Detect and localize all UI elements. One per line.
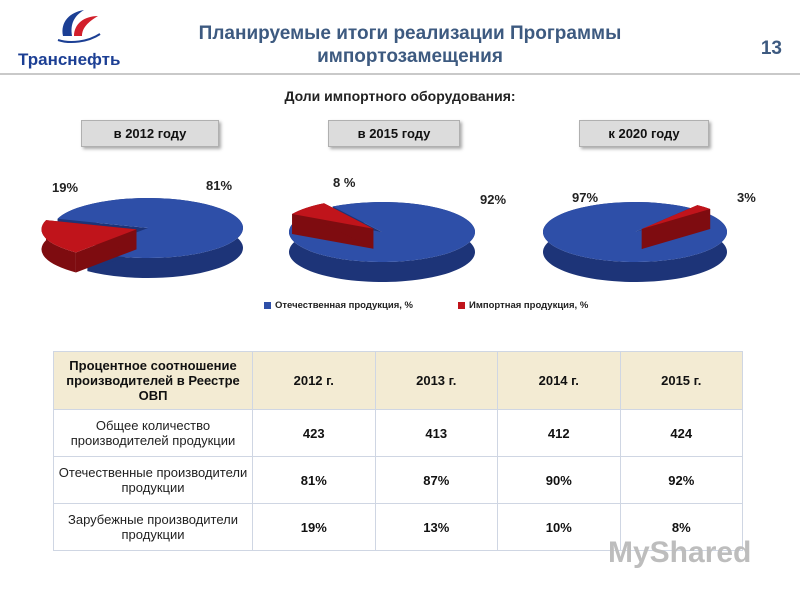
- chart-title-2012: в 2012 году: [81, 120, 219, 147]
- legend-item-import: Импортная продукция, %: [458, 300, 588, 311]
- pie-data-label-0-0: 81%: [206, 178, 232, 193]
- pie-charts: 81% 19% 92% 8 % 97% 3%: [41, 175, 756, 283]
- header-divider: [0, 73, 800, 75]
- table-header-cell: 2013 г.: [374, 351, 498, 410]
- pie-slice-1-1: [292, 203, 374, 229]
- pie-slice-wall-2-1: [641, 208, 711, 250]
- legend-label-import: Импортная продукция, %: [469, 300, 589, 311]
- table-header-cell: 2015 г.: [619, 351, 743, 410]
- legend-swatch-domestic: [264, 302, 271, 309]
- company-logo: Транснефть: [8, 6, 138, 70]
- legend-swatch-import: [458, 302, 465, 309]
- table-cell: 90%: [497, 456, 621, 504]
- chart-subtitle: Доли импортного оборудования:: [284, 88, 516, 104]
- table-header-cell: Процентное соотношение производителей в …: [53, 351, 253, 410]
- pie-slice-0-1: [41, 220, 137, 253]
- legend-label-domestic: Отечественная продукция, %: [275, 300, 413, 311]
- row-label: Общее количество производителей продукци…: [53, 409, 253, 457]
- pie-data-label-2-0: 97%: [572, 190, 598, 205]
- table-row: Зарубежные производители продукции 19% 1…: [53, 503, 743, 551]
- table-cell: 423: [252, 409, 376, 457]
- slide-title: Планируемые итоги реализации Программы и…: [198, 23, 622, 67]
- table-header-row: Процентное соотношение производителей в …: [53, 351, 743, 410]
- pie-slice-2-0: [543, 202, 727, 263]
- table-cell: 92%: [619, 456, 743, 504]
- pie-slice-wall-1-1: [292, 214, 374, 249]
- page-number: 13: [760, 38, 782, 59]
- pie-data-label-0-1: 19%: [52, 180, 78, 195]
- logo-emblem-icon: [57, 10, 101, 43]
- pie-slice-0-0: [57, 198, 244, 258]
- pie-slice-2-1: [641, 205, 711, 230]
- table-cell: 413: [374, 409, 498, 457]
- table-cell: 81%: [252, 456, 376, 504]
- table-cell: 8%: [619, 503, 743, 551]
- table-cell: 412: [497, 409, 621, 457]
- pie-slice-1-0: [289, 202, 475, 262]
- pie-data-label-1-0: 92%: [480, 192, 506, 207]
- table-header-cell: 2014 г.: [497, 351, 621, 410]
- table-cell: 424: [619, 409, 743, 457]
- table-cell: 87%: [374, 456, 498, 504]
- watermark: MyShared: [608, 536, 752, 569]
- logo-text: Транснефть: [18, 50, 121, 69]
- row-label: Отечественные производители продукции: [53, 456, 253, 504]
- table-cell: 10%: [497, 503, 621, 551]
- pie-slice-side-0-1: [41, 220, 76, 273]
- row-label: Зарубежные производители продукции: [53, 503, 253, 551]
- pie-data-label-2-1: 3%: [737, 190, 756, 205]
- registry-table: Процентное соотношение производителей в …: [53, 351, 743, 551]
- table-cell: 13%: [374, 503, 498, 551]
- table-header-cell: 2012 г.: [252, 351, 376, 410]
- table-cell: 19%: [252, 503, 376, 551]
- chart-title-2020: к 2020 году: [579, 120, 709, 147]
- legend-item-domestic: Отечественная продукция, %: [264, 300, 413, 311]
- chart-legend: Отечественная продукция, % Импортная про…: [264, 300, 588, 311]
- table-row: Общее количество производителей продукци…: [53, 409, 743, 457]
- table-row: Отечественные производители продукции 81…: [53, 456, 743, 504]
- pie-data-label-1-1: 8 %: [333, 175, 356, 190]
- chart-title-2015: в 2015 году: [328, 120, 460, 147]
